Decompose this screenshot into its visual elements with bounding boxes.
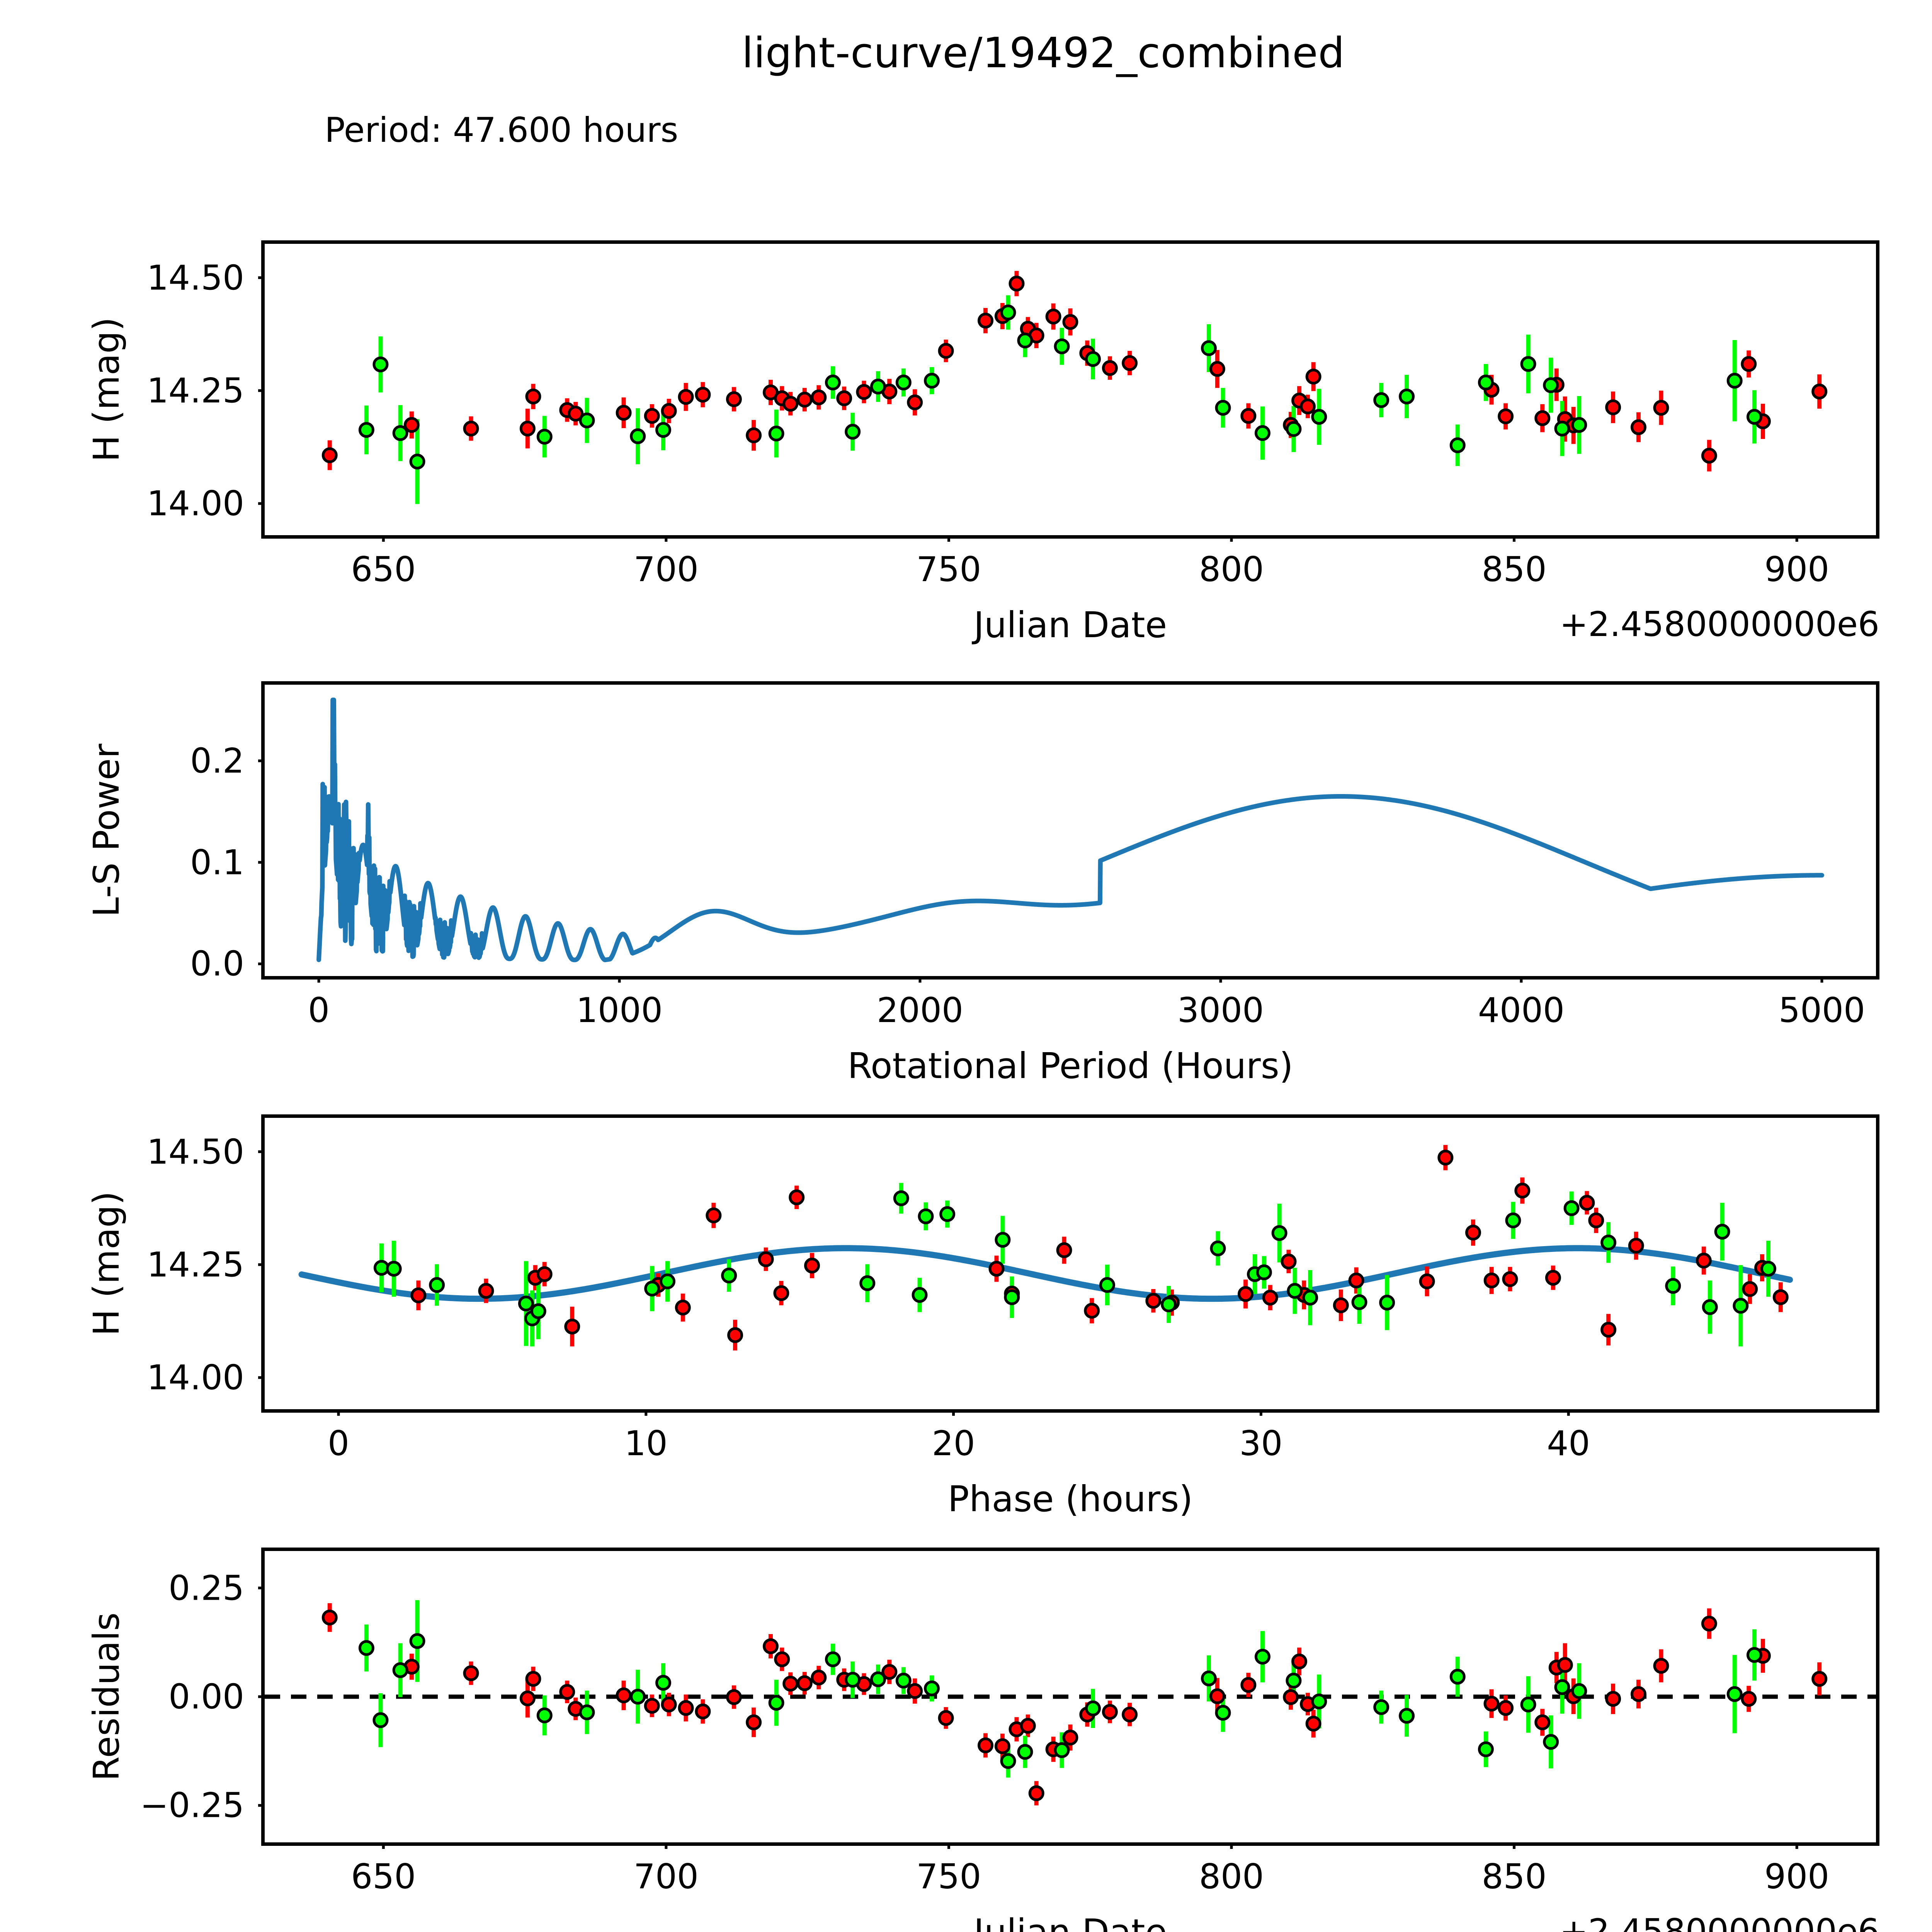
xtick-label-lightcurve-time-2: 750 bbox=[916, 549, 981, 589]
xlabel-lomb-scargle-periodogram: Rotational Period (Hours) bbox=[847, 1045, 1293, 1087]
residuals-vs-time-canvas bbox=[258, 1587, 1876, 1849]
ytick-label-residuals-vs-time-2: −0.25 bbox=[140, 1785, 244, 1825]
xlabel-residuals-vs-time: Julian Date bbox=[761, 1912, 1379, 1932]
panel-lightcurve-time bbox=[258, 240, 1879, 542]
xtick-label-lightcurve-time-4: 850 bbox=[1481, 549, 1547, 589]
xtick-label-phase-folded-lightcurve-2: 20 bbox=[932, 1423, 975, 1463]
xtick-label-lightcurve-time-1: 700 bbox=[633, 549, 699, 589]
ylabel-lomb-scargle-periodogram: L-S Power bbox=[86, 743, 127, 917]
ytick-label-phase-folded-lightcurve-2: 14.50 bbox=[147, 1132, 244, 1172]
x-offset-label-lightcurve-time: +2.4580000000e6 bbox=[1560, 604, 1879, 644]
ytick-label-lomb-scargle-periodogram-1: 0.1 bbox=[190, 842, 244, 883]
figure-title: light-curve/19492_combined bbox=[742, 29, 1345, 77]
ytick-label-phase-folded-lightcurve-0: 14.00 bbox=[147, 1357, 244, 1398]
phase-folded-lightcurve-canvas bbox=[258, 1145, 1793, 1416]
xtick-label-residuals-vs-time-2: 750 bbox=[916, 1857, 981, 1896]
lightcurve-time-canvas bbox=[258, 271, 1828, 542]
xtick-label-lomb-scargle-periodogram-4: 4000 bbox=[1478, 990, 1565, 1030]
xtick-label-phase-folded-lightcurve-3: 30 bbox=[1239, 1423, 1283, 1463]
phase-folded-lightcurve-datapoints bbox=[373, 1145, 1789, 1351]
ytick-label-residuals-vs-time-1: 0.00 bbox=[168, 1677, 244, 1717]
panel-phase-folded bbox=[258, 1114, 1879, 1416]
xtick-label-lomb-scargle-periodogram-2: 2000 bbox=[877, 990, 963, 1030]
ytick-label-lightcurve-time-0: 14.00 bbox=[147, 483, 244, 524]
ytick-label-lightcurve-time-1: 14.25 bbox=[147, 371, 244, 411]
xtick-label-residuals-vs-time-0: 650 bbox=[351, 1857, 416, 1896]
xtick-label-lightcurve-time-0: 650 bbox=[351, 549, 416, 589]
ytick-label-residuals-vs-time-0: 0.25 bbox=[168, 1568, 244, 1608]
lightcurve-time-datapoints bbox=[321, 271, 1828, 504]
xtick-label-lomb-scargle-periodogram-5: 5000 bbox=[1778, 990, 1865, 1030]
ylabel-lightcurve-time: H (mag) bbox=[86, 317, 127, 462]
panel-periodogram bbox=[258, 681, 1879, 983]
xlabel-phase-folded-lightcurve: Phase (hours) bbox=[947, 1478, 1193, 1520]
ytick-label-lomb-scargle-periodogram-2: 0.2 bbox=[190, 741, 244, 781]
ytick-label-lightcurve-time-2: 14.50 bbox=[147, 258, 244, 298]
xtick-label-lomb-scargle-periodogram-0: 0 bbox=[308, 990, 330, 1030]
xtick-label-lightcurve-time-3: 800 bbox=[1199, 549, 1264, 589]
xtick-label-lomb-scargle-periodogram-1: 1000 bbox=[576, 990, 663, 1030]
xtick-label-residuals-vs-time-4: 850 bbox=[1481, 1857, 1547, 1896]
panel-residuals bbox=[258, 1548, 1879, 1849]
xtick-label-lomb-scargle-periodogram-3: 3000 bbox=[1177, 990, 1264, 1030]
xlabel-lightcurve-time: Julian Date bbox=[973, 604, 1167, 646]
ylabel-phase-folded-lightcurve: H (mag) bbox=[86, 1191, 127, 1336]
xtick-label-phase-folded-lightcurve-0: 0 bbox=[327, 1423, 349, 1463]
xtick-label-phase-folded-lightcurve-4: 40 bbox=[1547, 1423, 1590, 1463]
xtick-label-phase-folded-lightcurve-1: 10 bbox=[624, 1423, 668, 1463]
xtick-label-residuals-vs-time-5: 900 bbox=[1764, 1857, 1830, 1896]
x-offset-label-residuals-vs-time: +2.4580000000e6 bbox=[1560, 1912, 1879, 1932]
ytick-label-lomb-scargle-periodogram-0: 0.0 bbox=[190, 944, 244, 984]
xtick-label-lightcurve-time-5: 900 bbox=[1764, 549, 1830, 589]
xtick-label-residuals-vs-time-3: 800 bbox=[1199, 1857, 1264, 1896]
xtick-label-residuals-vs-time-1: 700 bbox=[633, 1857, 699, 1896]
ytick-label-phase-folded-lightcurve-1: 14.25 bbox=[147, 1245, 244, 1285]
lomb-scargle-periodogram-canvas bbox=[258, 697, 1824, 983]
residuals-vs-time-datapoints bbox=[321, 1600, 1828, 1806]
ylabel-residuals-vs-time: Residuals bbox=[86, 1612, 127, 1781]
period-annotation: Period: 47.600 hours bbox=[325, 110, 679, 150]
